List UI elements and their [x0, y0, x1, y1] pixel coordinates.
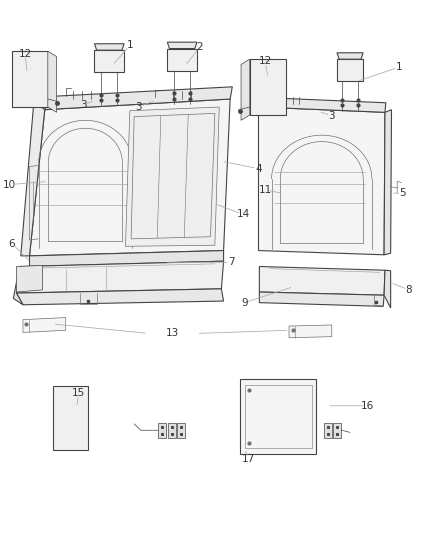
Polygon shape	[29, 251, 223, 266]
Polygon shape	[177, 423, 185, 438]
Text: 1: 1	[396, 62, 402, 72]
Polygon shape	[12, 51, 48, 107]
Text: 3: 3	[328, 111, 335, 121]
Polygon shape	[158, 423, 166, 438]
Text: 17: 17	[242, 454, 255, 464]
Polygon shape	[241, 59, 250, 120]
Polygon shape	[289, 325, 332, 338]
Text: 2: 2	[196, 43, 203, 52]
Text: 7: 7	[228, 257, 235, 267]
Circle shape	[68, 403, 72, 407]
Polygon shape	[14, 266, 23, 305]
Polygon shape	[95, 50, 124, 72]
Polygon shape	[167, 49, 197, 71]
Text: 13: 13	[166, 328, 179, 338]
Polygon shape	[258, 107, 385, 255]
Text: 16: 16	[361, 401, 374, 411]
Text: 8: 8	[406, 285, 412, 295]
Polygon shape	[167, 42, 197, 49]
Text: 11: 11	[259, 185, 272, 195]
Polygon shape	[16, 265, 42, 292]
Polygon shape	[258, 98, 386, 112]
Polygon shape	[259, 292, 384, 306]
Polygon shape	[16, 289, 223, 305]
Text: 3: 3	[135, 102, 142, 112]
Polygon shape	[125, 107, 219, 246]
Polygon shape	[16, 261, 223, 293]
Polygon shape	[250, 59, 286, 115]
Polygon shape	[333, 423, 341, 438]
Polygon shape	[53, 386, 88, 450]
Text: 6: 6	[9, 239, 15, 248]
Polygon shape	[337, 53, 363, 59]
Text: 5: 5	[399, 188, 406, 198]
Text: 1: 1	[127, 41, 133, 50]
Text: 4: 4	[255, 164, 262, 174]
Polygon shape	[23, 318, 66, 333]
Circle shape	[68, 430, 72, 434]
Text: 15: 15	[72, 388, 85, 398]
Text: 9: 9	[241, 297, 248, 308]
Polygon shape	[384, 110, 392, 255]
Polygon shape	[95, 44, 124, 50]
Text: 14: 14	[237, 209, 250, 220]
Polygon shape	[384, 270, 391, 308]
Text: 10: 10	[3, 180, 16, 190]
Polygon shape	[337, 59, 363, 82]
Polygon shape	[324, 423, 332, 438]
Polygon shape	[259, 266, 385, 295]
Polygon shape	[45, 87, 232, 110]
Polygon shape	[21, 102, 45, 256]
Text: 3: 3	[80, 100, 86, 110]
Polygon shape	[168, 423, 176, 438]
Text: 12: 12	[258, 56, 272, 66]
Polygon shape	[29, 99, 230, 256]
Polygon shape	[48, 51, 57, 112]
Polygon shape	[240, 379, 317, 454]
Text: 12: 12	[18, 49, 32, 59]
